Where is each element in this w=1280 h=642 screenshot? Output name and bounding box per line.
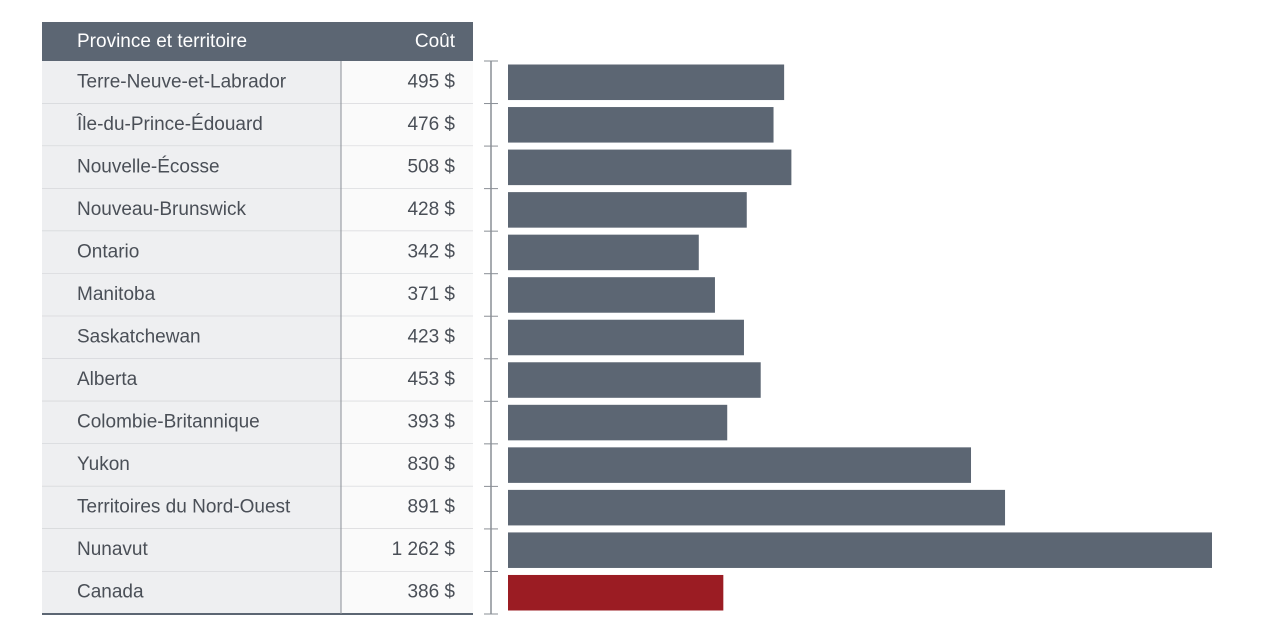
row-label-cell — [42, 486, 341, 529]
row-value-cell — [341, 316, 473, 359]
bar — [508, 319, 744, 356]
row-label-cell — [42, 401, 341, 444]
row-value-cell — [341, 231, 473, 274]
row-value-cell — [341, 146, 473, 189]
row-label: Ontario — [77, 241, 139, 262]
row-label: Terre-Neuve-et-Labrador — [77, 71, 287, 92]
row-label: Territoires du Nord-Ouest — [77, 497, 291, 518]
row-label-cell — [42, 188, 341, 232]
row-label-cell — [42, 146, 341, 189]
row-value: 428 $ — [407, 199, 455, 220]
row-label-cell — [42, 273, 341, 317]
bar — [508, 149, 792, 186]
row-value: 423 $ — [407, 327, 455, 348]
row-value: 830 $ — [407, 454, 455, 475]
row-label-cell — [42, 528, 341, 572]
row-value-cell — [341, 401, 473, 444]
row-label-cell — [42, 358, 341, 402]
bar — [508, 574, 724, 611]
bar — [508, 277, 715, 313]
row-label: Nouvelle-Écosse — [77, 156, 220, 177]
row-label: Alberta — [77, 369, 138, 390]
row-label-cell — [42, 571, 341, 614]
row-label: Nouveau-Brunswick — [77, 199, 246, 220]
row-label: Colombie-Britannique — [77, 412, 260, 433]
row-label-cell — [42, 103, 341, 147]
bar — [508, 64, 785, 101]
bar — [508, 404, 728, 441]
bar — [508, 532, 1212, 568]
row-value-cell — [341, 528, 473, 572]
header-label: Province et territoire — [77, 31, 247, 52]
row-label: Nunavut — [77, 539, 148, 560]
row-value-cell — [341, 443, 473, 487]
row-value-cell — [341, 571, 473, 614]
bar — [508, 447, 972, 483]
row-value-cell — [341, 358, 473, 402]
row-value: 342 $ — [407, 241, 455, 262]
row-label-cell — [42, 316, 341, 359]
row-label-cell — [42, 61, 341, 104]
row-label-cell — [42, 443, 341, 487]
row-value-cell — [341, 188, 473, 232]
row-label: Yukon — [77, 454, 130, 475]
bar — [508, 234, 699, 271]
row-value: 891 $ — [407, 497, 455, 518]
bar — [508, 107, 774, 143]
row-value: 371 $ — [407, 284, 455, 305]
row-value: 476 $ — [407, 114, 455, 135]
row-value: 495 $ — [407, 71, 455, 92]
bar — [508, 489, 1006, 526]
row-value: 1 262 $ — [392, 539, 456, 560]
row-value-cell — [341, 273, 473, 317]
bar — [508, 192, 747, 228]
row-label-cell — [42, 231, 341, 274]
row-value-cell — [341, 486, 473, 529]
row-value-cell — [341, 61, 473, 104]
table-header — [42, 22, 473, 61]
row-label: Canada — [77, 582, 144, 603]
row-value: 386 $ — [407, 582, 455, 603]
row-value: 393 $ — [407, 412, 455, 433]
row-value-cell — [341, 103, 473, 147]
row-label: Île-du-Prince-Édouard — [76, 113, 263, 135]
row-value: 508 $ — [407, 156, 455, 177]
row-label: Manitoba — [77, 284, 156, 305]
bar — [508, 362, 761, 398]
header-value: Coût — [415, 31, 456, 52]
row-value: 453 $ — [407, 369, 455, 390]
row-label: Saskatchewan — [77, 327, 201, 348]
